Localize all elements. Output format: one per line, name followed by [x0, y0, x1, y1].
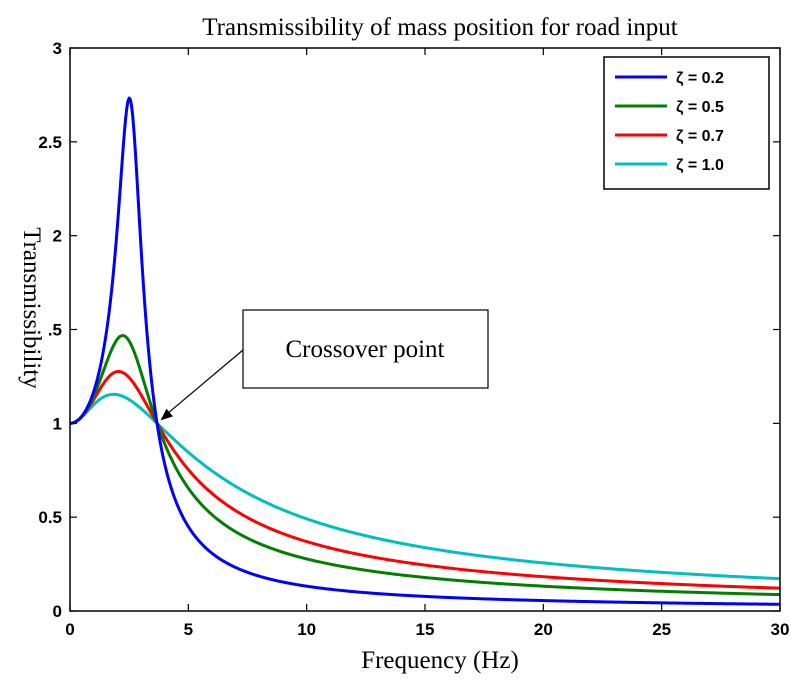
annotation-arrow-head [160, 408, 173, 421]
annotation-box [242, 309, 489, 389]
y-tick-label: 2 [53, 227, 62, 246]
y-tick-label: 0 [53, 602, 62, 621]
legend-label: ζ = 0.7 [676, 128, 724, 145]
series-line [70, 334, 780, 597]
y-tick-label: .5 [48, 321, 62, 340]
y-tick-label: 3 [53, 39, 62, 58]
legend-label: ζ = 0.5 [676, 99, 724, 116]
x-tick-label: 20 [534, 620, 553, 639]
y-tick-label: 1 [53, 414, 62, 433]
x-tick-label: 15 [416, 620, 435, 639]
legend: ζ = 0.2 ζ = 0.5 ζ = 0.7 ζ = 1.0 [603, 56, 770, 190]
x-tick-label: 25 [652, 620, 671, 639]
x-tick-label: 0 [65, 620, 74, 639]
x-tick-label: 5 [184, 620, 193, 639]
series-layer [70, 96, 780, 606]
series-line [70, 96, 780, 606]
y-tick-label: 0.5 [38, 508, 62, 527]
ticks-layer: 0 5 10 15 20 25 30 0 0.5 1 .5 2 2.5 3 [38, 39, 789, 639]
y-tick-label: 2.5 [38, 133, 62, 152]
chart-title: Transmissibility of mass position for ro… [202, 14, 678, 41]
x-tick-label: 10 [297, 620, 316, 639]
y-axis-label: Transmissibility [18, 227, 45, 389]
legend-label: ζ = 1.0 [676, 157, 724, 174]
legend-label: ζ = 0.2 [676, 70, 724, 87]
series-line [70, 369, 780, 590]
series-line [70, 392, 780, 581]
annotation-label: Crossover point [285, 336, 444, 363]
x-axis-label: Frequency (Hz) [361, 647, 519, 674]
annotation: Crossover point [160, 309, 489, 421]
legend-box [603, 56, 770, 190]
x-tick-label: 30 [771, 620, 790, 639]
annotation-arrow-line [166, 349, 244, 415]
